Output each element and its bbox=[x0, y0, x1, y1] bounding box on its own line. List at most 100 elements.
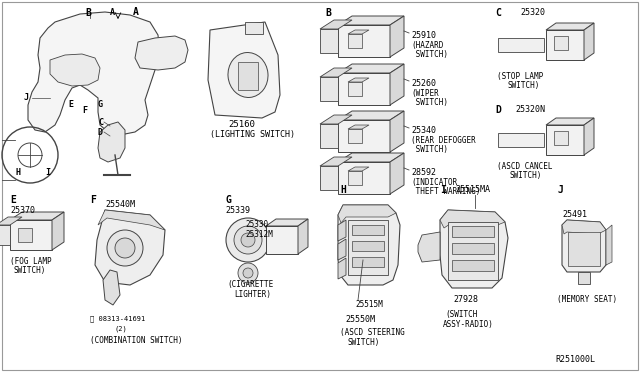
Polygon shape bbox=[348, 125, 369, 129]
Text: 25340: 25340 bbox=[411, 126, 436, 135]
Bar bbox=[348, 129, 362, 143]
Text: SWITCH): SWITCH) bbox=[411, 50, 448, 59]
Text: (COMBINATION SWITCH): (COMBINATION SWITCH) bbox=[90, 336, 182, 345]
Bar bbox=[352, 241, 384, 251]
Polygon shape bbox=[390, 153, 404, 194]
Text: SWITCH): SWITCH) bbox=[411, 98, 448, 107]
Polygon shape bbox=[562, 220, 606, 272]
Text: Ⓢ 08313-41691: Ⓢ 08313-41691 bbox=[90, 315, 145, 322]
Polygon shape bbox=[348, 78, 369, 82]
Text: F: F bbox=[82, 106, 87, 115]
Circle shape bbox=[115, 238, 135, 258]
Polygon shape bbox=[584, 23, 594, 60]
Polygon shape bbox=[103, 270, 120, 305]
Bar bbox=[554, 36, 568, 50]
Polygon shape bbox=[500, 40, 506, 50]
Text: D: D bbox=[98, 128, 103, 137]
Polygon shape bbox=[98, 122, 125, 162]
Polygon shape bbox=[320, 68, 352, 77]
Text: C: C bbox=[495, 8, 501, 18]
Text: H: H bbox=[15, 168, 20, 177]
Polygon shape bbox=[338, 25, 390, 57]
Circle shape bbox=[243, 268, 253, 278]
Polygon shape bbox=[606, 225, 612, 265]
Polygon shape bbox=[338, 73, 390, 105]
Text: (REAR DEFOGGER: (REAR DEFOGGER bbox=[411, 136, 476, 145]
Bar bbox=[348, 171, 362, 185]
Bar bbox=[238, 62, 258, 90]
Polygon shape bbox=[524, 135, 530, 145]
Polygon shape bbox=[530, 135, 536, 145]
Text: G: G bbox=[225, 195, 231, 205]
Text: 25260: 25260 bbox=[411, 79, 436, 88]
Text: SWITCH): SWITCH) bbox=[347, 338, 380, 347]
Text: E: E bbox=[68, 100, 73, 109]
Polygon shape bbox=[440, 210, 508, 288]
Polygon shape bbox=[338, 258, 346, 279]
Polygon shape bbox=[98, 210, 165, 230]
Polygon shape bbox=[390, 16, 404, 57]
Text: I: I bbox=[440, 185, 446, 195]
Text: J: J bbox=[24, 93, 29, 102]
Polygon shape bbox=[390, 111, 404, 152]
Text: G: G bbox=[98, 100, 103, 109]
Polygon shape bbox=[0, 217, 22, 225]
Polygon shape bbox=[536, 135, 542, 145]
Polygon shape bbox=[266, 226, 298, 254]
Text: C: C bbox=[98, 118, 103, 127]
Text: 25370: 25370 bbox=[10, 206, 35, 215]
Polygon shape bbox=[506, 135, 512, 145]
Text: (STOP LAMP: (STOP LAMP bbox=[497, 72, 543, 81]
Polygon shape bbox=[95, 210, 165, 285]
Text: 25160: 25160 bbox=[228, 120, 255, 129]
Polygon shape bbox=[320, 157, 352, 166]
Bar bbox=[554, 131, 568, 145]
Text: (SWITCH: (SWITCH bbox=[445, 310, 477, 319]
Polygon shape bbox=[266, 219, 308, 226]
Polygon shape bbox=[208, 22, 280, 118]
Bar bbox=[568, 232, 600, 266]
Polygon shape bbox=[524, 40, 530, 50]
Polygon shape bbox=[338, 220, 346, 241]
Text: (HAZARD: (HAZARD bbox=[411, 41, 444, 50]
Polygon shape bbox=[338, 16, 404, 25]
Polygon shape bbox=[338, 162, 390, 194]
Bar bbox=[578, 272, 590, 284]
Polygon shape bbox=[506, 40, 512, 50]
Polygon shape bbox=[0, 225, 10, 245]
Bar bbox=[18, 228, 32, 242]
Text: 25515M: 25515M bbox=[355, 300, 383, 309]
Text: (MEMORY SEAT): (MEMORY SEAT) bbox=[557, 295, 617, 304]
Text: 25320N: 25320N bbox=[515, 105, 545, 114]
Polygon shape bbox=[338, 111, 404, 120]
Polygon shape bbox=[320, 20, 352, 29]
Polygon shape bbox=[418, 232, 440, 262]
Text: D: D bbox=[495, 105, 501, 115]
Bar bbox=[348, 34, 362, 48]
Polygon shape bbox=[338, 153, 404, 162]
Polygon shape bbox=[338, 205, 400, 285]
Text: (FOG LAMP: (FOG LAMP bbox=[10, 257, 52, 266]
Bar bbox=[452, 226, 494, 237]
Text: 25330: 25330 bbox=[245, 220, 268, 229]
Bar bbox=[352, 225, 384, 235]
Polygon shape bbox=[348, 167, 369, 171]
Text: (INDICATOR: (INDICATOR bbox=[411, 178, 457, 187]
Polygon shape bbox=[536, 40, 542, 50]
Bar bbox=[348, 82, 362, 96]
Bar bbox=[448, 222, 498, 280]
Bar bbox=[498, 38, 544, 52]
Bar bbox=[352, 257, 384, 267]
Polygon shape bbox=[562, 220, 606, 234]
Text: 28592: 28592 bbox=[411, 168, 436, 177]
Text: 25320: 25320 bbox=[520, 8, 545, 17]
Circle shape bbox=[238, 263, 258, 283]
Polygon shape bbox=[518, 135, 524, 145]
Polygon shape bbox=[298, 219, 308, 254]
Text: I: I bbox=[45, 168, 50, 177]
Text: SWITCH): SWITCH) bbox=[411, 145, 448, 154]
Text: F: F bbox=[90, 195, 96, 205]
Text: 25515MA: 25515MA bbox=[455, 185, 490, 194]
Polygon shape bbox=[338, 239, 346, 260]
Polygon shape bbox=[50, 54, 100, 86]
